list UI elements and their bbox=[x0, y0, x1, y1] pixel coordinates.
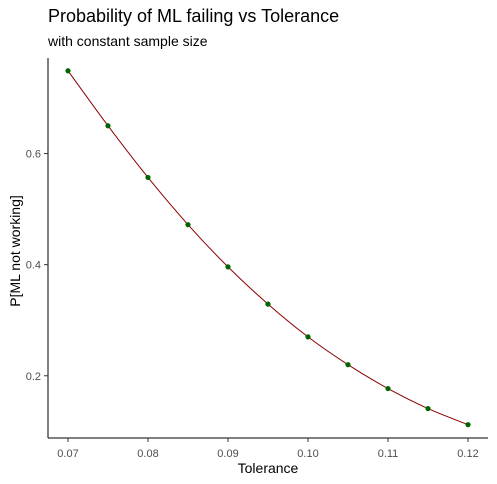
data-point bbox=[305, 334, 311, 340]
x-tick-label: 0.10 bbox=[297, 448, 318, 460]
data-point bbox=[465, 422, 471, 428]
y-tick-label: 0.4 bbox=[26, 260, 41, 272]
x-tick-label: 0.07 bbox=[57, 448, 78, 460]
chart-subtitle: with constant sample size bbox=[48, 33, 208, 49]
x-tick-label: 0.08 bbox=[137, 448, 158, 460]
data-point bbox=[345, 362, 351, 368]
series-line bbox=[67, 70, 469, 426]
y-axis-title: P[ML not working] bbox=[7, 195, 23, 307]
y-tick-label: 0.6 bbox=[26, 149, 41, 161]
x-tick-label: 0.09 bbox=[217, 448, 238, 460]
x-tick-label: 0.12 bbox=[457, 448, 478, 460]
axes: 0.07 0.08 0.09 0.10 0.11 0.12 0.2 0.4 0.6 bbox=[26, 58, 488, 460]
data-point bbox=[385, 385, 391, 392]
x-tick-label: 0.11 bbox=[378, 448, 399, 460]
data-point bbox=[65, 68, 71, 74]
x-axis-title: Tolerance bbox=[238, 460, 299, 476]
data-point bbox=[225, 264, 231, 270]
chart-title: Probability of ML failing vs Tolerance bbox=[48, 6, 340, 26]
data-point bbox=[145, 174, 151, 181]
data-point bbox=[265, 301, 271, 307]
data-point bbox=[185, 222, 191, 228]
y-tick-label: 0.2 bbox=[26, 371, 41, 383]
series-marks bbox=[65, 68, 471, 428]
data-point bbox=[425, 405, 431, 412]
data-point bbox=[105, 123, 111, 129]
